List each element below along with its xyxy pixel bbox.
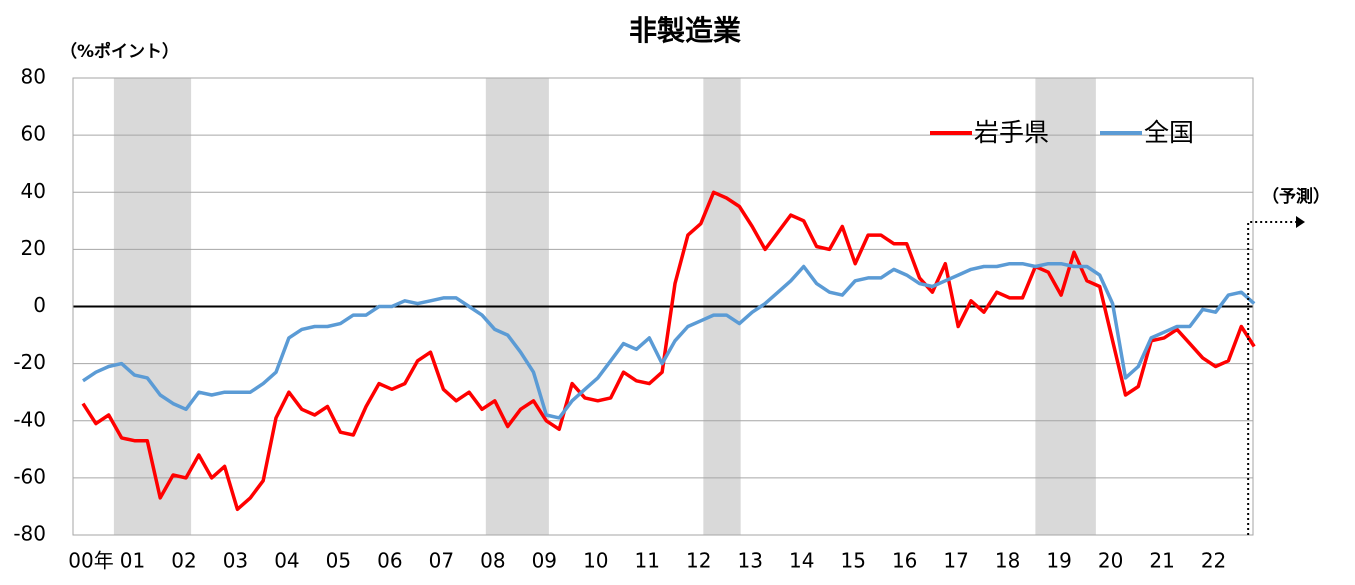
x-tick-label: 01 bbox=[120, 549, 145, 573]
x-tick-label: 06 bbox=[377, 549, 402, 573]
y-axis-label: （%ポイント） bbox=[60, 41, 179, 62]
x-tick-label: 21 bbox=[1149, 549, 1174, 573]
forecast-arrowhead bbox=[1296, 216, 1305, 228]
x-tick-label: 09 bbox=[532, 549, 557, 573]
x-tick-label: 20 bbox=[1098, 549, 1123, 573]
x-tick-label: 19 bbox=[1046, 549, 1071, 573]
y-tick-label: 40 bbox=[21, 179, 46, 203]
forecast-label: （予測） bbox=[1262, 186, 1330, 207]
forecast-bracket bbox=[1247, 221, 1298, 535]
x-tick-label: 13 bbox=[738, 549, 763, 573]
x-tick-label: 22 bbox=[1201, 549, 1226, 573]
x-tick-label: 00年 bbox=[68, 549, 113, 573]
x-tick-label: 14 bbox=[789, 549, 814, 573]
x-tick-label: 07 bbox=[429, 549, 454, 573]
x-tick-label: 03 bbox=[223, 549, 248, 573]
y-tick-label: -40 bbox=[13, 407, 46, 431]
plot-frame bbox=[72, 77, 1254, 536]
chart-title: 非製造業 bbox=[629, 14, 741, 47]
series-line bbox=[82, 261, 1256, 420]
y-tick-label: 0 bbox=[33, 293, 46, 317]
y-tick-label: 60 bbox=[21, 122, 46, 146]
x-tick-label: 04 bbox=[274, 549, 299, 573]
legend-label: 岩手県 bbox=[974, 118, 1049, 147]
x-tick-label: 05 bbox=[326, 549, 351, 573]
x-tick-label: 16 bbox=[892, 549, 917, 573]
x-tick-label: 15 bbox=[840, 549, 865, 573]
legend-label: 全国 bbox=[1144, 118, 1194, 147]
x-tick-label: 12 bbox=[686, 549, 711, 573]
y-tick-label: 20 bbox=[21, 236, 46, 260]
y-tick-label: 80 bbox=[21, 65, 46, 89]
x-tick-label: 17 bbox=[943, 549, 968, 573]
x-tick-label: 10 bbox=[583, 549, 608, 573]
y-tick-label: -20 bbox=[13, 350, 46, 374]
series-line bbox=[81, 190, 1256, 512]
x-tick-label: 08 bbox=[480, 549, 505, 573]
x-tick-label: 11 bbox=[635, 549, 660, 573]
y-tick-label: -80 bbox=[13, 522, 46, 546]
x-tick-label: 18 bbox=[995, 549, 1020, 573]
y-tick-label: -60 bbox=[13, 464, 46, 488]
x-tick-label: 02 bbox=[171, 549, 196, 573]
